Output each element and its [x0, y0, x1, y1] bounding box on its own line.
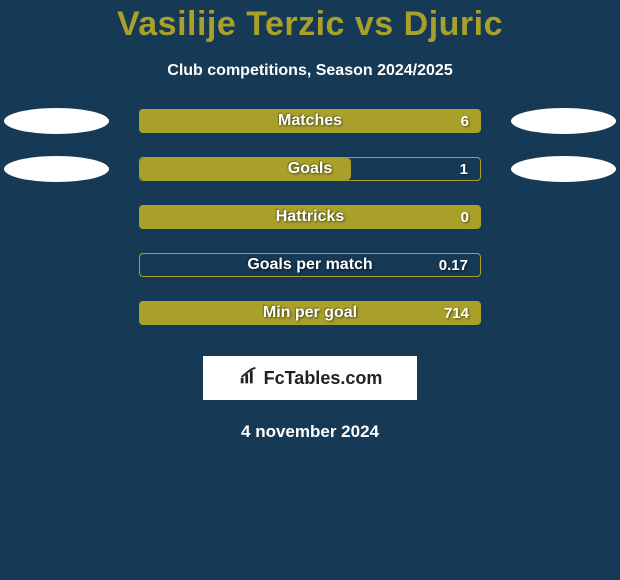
player-left-ellipse [4, 156, 109, 182]
stat-bar-fill [139, 109, 481, 133]
date-text: 4 november 2024 [241, 422, 379, 442]
stat-bar: Matches6 [139, 109, 481, 133]
stat-row: Goals per match0.17 [0, 252, 620, 278]
page-title: Vasilije Terzic vs Djuric [117, 5, 503, 44]
stat-bar-fill [140, 158, 351, 180]
player-left-ellipse [4, 108, 109, 134]
stat-bar: Hattricks0 [139, 205, 481, 229]
stats-comparison-card: Vasilije Terzic vs Djuric Club competiti… [0, 0, 620, 580]
stat-bar: Goals1 [139, 157, 481, 181]
stat-row: Goals1 [0, 156, 620, 182]
logo-chart-icon [238, 365, 260, 392]
stat-bar: Min per goal714 [139, 301, 481, 325]
stat-bar-fill [139, 205, 481, 229]
subtitle: Club competitions, Season 2024/2025 [167, 62, 452, 80]
logo-text: FcTables.com [264, 368, 383, 389]
player-right-ellipse [511, 156, 616, 182]
stat-bar-fill [139, 301, 481, 325]
stat-value: 0.17 [439, 254, 468, 276]
stat-row: Min per goal714 [0, 300, 620, 326]
player-right-ellipse [511, 108, 616, 134]
stat-rows: Matches6 Goals1 Hattricks0 Goals per match0… [0, 108, 620, 326]
stat-row: Hattricks0 [0, 204, 620, 230]
stat-label: Goals per match [140, 254, 480, 276]
logo-box: FcTables.com [203, 356, 417, 400]
stat-value: 1 [460, 158, 468, 180]
stat-bar: Goals per match0.17 [139, 253, 481, 277]
stat-row: Matches6 [0, 108, 620, 134]
